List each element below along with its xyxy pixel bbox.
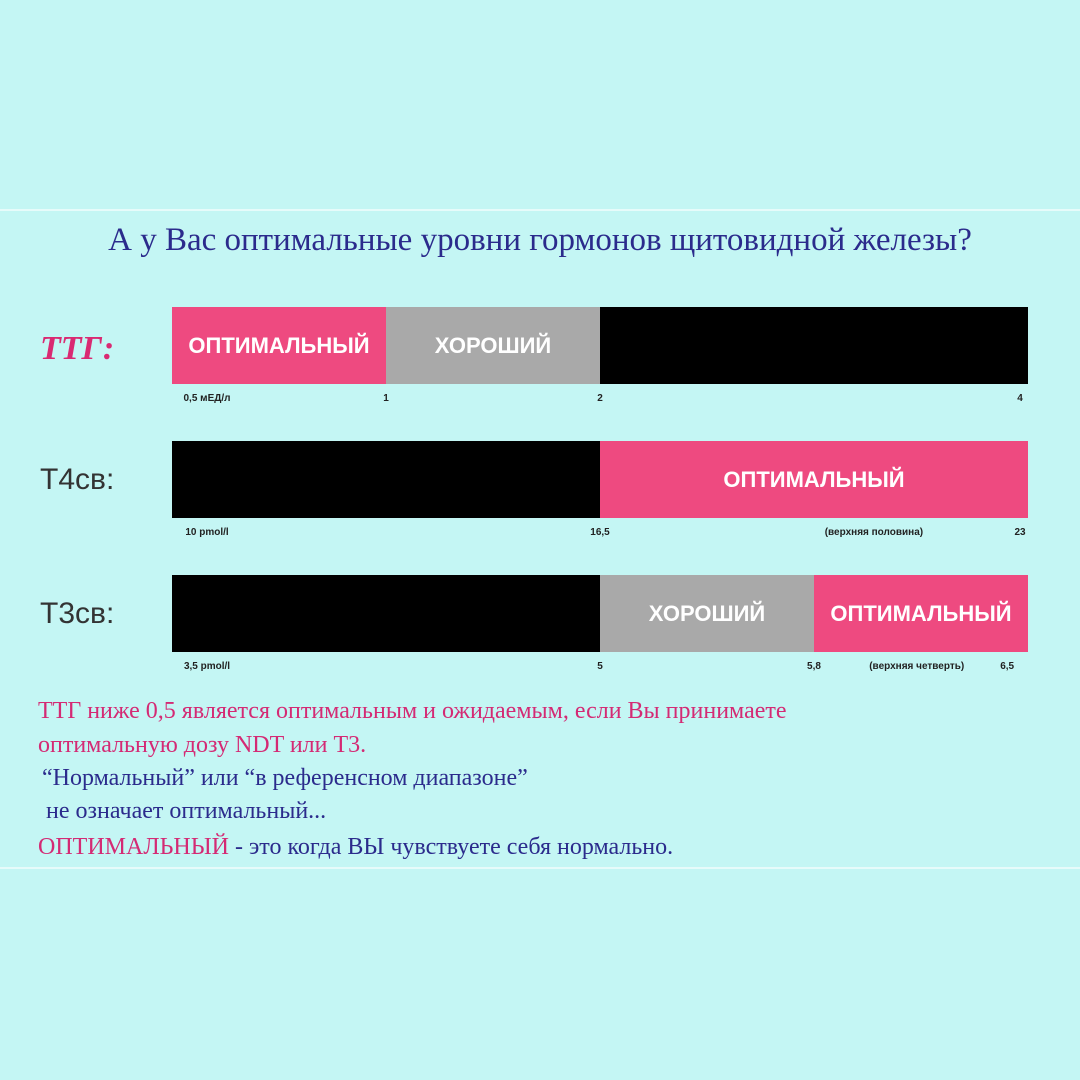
row-label-ttg: ТТГ: [40,330,115,367]
panel-top-border [0,209,1080,211]
range-bar-0: ОПТИМАЛЬНЫЙ ХОРОШИЙ [172,307,1028,384]
tick-label: 23 [1014,527,1026,538]
segment-other [172,575,600,652]
note-line-1: ТТГ ниже 0,5 является оптимальным и ожид… [38,698,787,724]
page-title: А у Вас оптимальные уровни гормонов щито… [108,222,972,258]
note-line-3: “Нормальный” или “в референсном диапазон… [42,765,528,791]
segment-optimal: ОПТИМАЛЬНЫЙ [814,575,1028,652]
note-line-5: ОПТИМАЛЬНЫЙ - это когда ВЫ чувствуете се… [38,835,673,859]
tick-label: 5,8 [807,661,821,672]
tick-label: 3,5 pmol/l [183,661,231,672]
segment-optimal: ОПТИМАЛЬНЫЙ [600,441,1028,518]
tick-label: 2 [597,393,603,404]
segment-optimal: ОПТИМАЛЬНЫЙ [172,307,386,384]
tick-label: 6,5 [1000,661,1015,672]
note-line-5-text: - это когда ВЫ чувствуете себя нормально… [228,834,674,860]
note-line-4: не означает оптимальный... [46,798,327,824]
segment-other [172,441,600,518]
segment-other [600,307,1028,384]
row-label-t3: Т3св: [40,597,115,630]
tick-label: (верхняя четверть) [869,661,965,672]
tick-label: 0,5 мЕД/л [183,393,231,404]
tick-label: (верхняя половина) [824,527,924,538]
tick-label: 5 [597,661,603,672]
segment-good: ХОРОШИЙ [600,575,814,652]
tick-label: 16,5 [590,527,610,538]
range-bar-1: ОПТИМАЛЬНЫЙ [172,441,1028,518]
note-optimal-word: ОПТИМАЛЬНЫЙ [38,834,229,860]
tick-label: 10 pmol/l [185,527,229,538]
note-line-2: оптимальную дозу NDT или Т3. [38,732,367,758]
tick-label: 1 [383,393,389,404]
tick-label: 4 [1017,393,1023,404]
range-bar-2: ХОРОШИЙ ОПТИМАЛЬНЫЙ [172,575,1028,652]
row-label-t4: Т4св: [40,463,115,496]
panel-bottom-border [0,867,1080,869]
segment-good: ХОРОШИЙ [386,307,600,384]
